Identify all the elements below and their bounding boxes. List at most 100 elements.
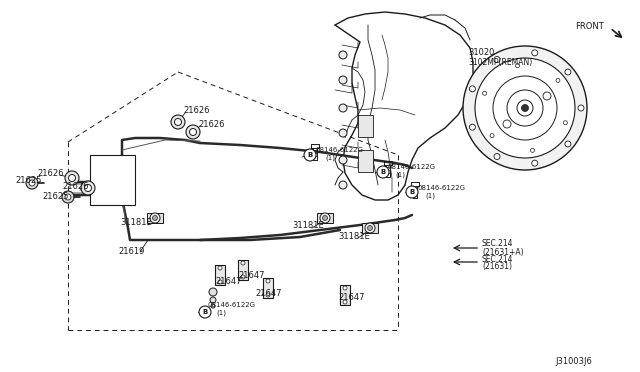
Circle shape bbox=[218, 280, 222, 284]
Text: 31181E: 31181E bbox=[292, 221, 324, 230]
Circle shape bbox=[266, 293, 270, 297]
Circle shape bbox=[543, 92, 551, 100]
Circle shape bbox=[189, 128, 196, 135]
Text: 21626: 21626 bbox=[37, 169, 63, 177]
Circle shape bbox=[463, 46, 587, 170]
Circle shape bbox=[29, 180, 35, 186]
Text: B: B bbox=[202, 309, 207, 315]
Circle shape bbox=[210, 297, 216, 303]
Text: 08146-6122G: 08146-6122G bbox=[388, 164, 436, 170]
Text: 21647: 21647 bbox=[215, 278, 241, 286]
Text: (21631): (21631) bbox=[482, 263, 512, 272]
Circle shape bbox=[494, 154, 500, 160]
Bar bbox=[358, 150, 373, 172]
Circle shape bbox=[218, 266, 222, 270]
Text: 21647: 21647 bbox=[338, 294, 365, 302]
Circle shape bbox=[175, 119, 182, 125]
Circle shape bbox=[209, 288, 217, 296]
Bar bbox=[90, 155, 135, 205]
Circle shape bbox=[522, 105, 529, 112]
Circle shape bbox=[339, 76, 347, 84]
Circle shape bbox=[171, 115, 185, 129]
Circle shape bbox=[475, 58, 575, 158]
Circle shape bbox=[339, 51, 347, 59]
Circle shape bbox=[211, 304, 215, 308]
Circle shape bbox=[241, 261, 245, 265]
Circle shape bbox=[199, 306, 211, 318]
Circle shape bbox=[483, 91, 486, 95]
Bar bbox=[147, 213, 163, 223]
Circle shape bbox=[565, 141, 571, 147]
Circle shape bbox=[150, 213, 160, 223]
Circle shape bbox=[532, 160, 538, 166]
Circle shape bbox=[65, 194, 71, 200]
Text: 21625: 21625 bbox=[42, 192, 68, 201]
Circle shape bbox=[556, 78, 560, 82]
Circle shape bbox=[469, 86, 476, 92]
Bar bbox=[238, 260, 248, 280]
Text: 21625: 21625 bbox=[15, 176, 42, 185]
Text: SEC.214: SEC.214 bbox=[482, 240, 513, 248]
Bar bbox=[317, 213, 333, 223]
Circle shape bbox=[532, 50, 538, 56]
Circle shape bbox=[339, 104, 347, 112]
Text: 31181E: 31181E bbox=[338, 231, 370, 241]
Text: (1): (1) bbox=[325, 155, 335, 161]
Text: (1): (1) bbox=[395, 172, 405, 178]
Circle shape bbox=[323, 215, 328, 221]
Text: 21647: 21647 bbox=[238, 270, 264, 279]
Circle shape bbox=[339, 156, 347, 164]
Bar bbox=[362, 223, 378, 233]
Circle shape bbox=[377, 166, 389, 178]
Text: 21626: 21626 bbox=[62, 182, 88, 190]
Circle shape bbox=[493, 76, 557, 140]
Text: B: B bbox=[380, 169, 386, 175]
Text: 21626: 21626 bbox=[198, 119, 225, 128]
Circle shape bbox=[84, 185, 92, 192]
Circle shape bbox=[367, 225, 372, 231]
Circle shape bbox=[563, 121, 568, 125]
Text: SEC.214: SEC.214 bbox=[482, 254, 513, 263]
Text: B: B bbox=[410, 189, 415, 195]
Circle shape bbox=[343, 300, 347, 304]
Circle shape bbox=[62, 191, 74, 203]
Text: 21626: 21626 bbox=[183, 106, 209, 115]
Bar bbox=[263, 278, 273, 298]
Circle shape bbox=[494, 57, 500, 62]
Text: 08146-6122G: 08146-6122G bbox=[418, 185, 466, 191]
Circle shape bbox=[152, 215, 157, 221]
Circle shape bbox=[531, 148, 534, 153]
Text: 31020: 31020 bbox=[468, 48, 494, 57]
Circle shape bbox=[339, 181, 347, 189]
Circle shape bbox=[65, 171, 79, 185]
Circle shape bbox=[68, 174, 76, 182]
Circle shape bbox=[517, 100, 533, 116]
Circle shape bbox=[516, 64, 520, 68]
Circle shape bbox=[565, 69, 571, 75]
Circle shape bbox=[304, 149, 316, 161]
Circle shape bbox=[365, 223, 375, 233]
Text: FRONT: FRONT bbox=[575, 22, 604, 31]
Circle shape bbox=[241, 275, 245, 279]
Text: (1): (1) bbox=[425, 193, 435, 199]
Text: 21647: 21647 bbox=[255, 289, 282, 298]
Circle shape bbox=[81, 181, 95, 195]
Circle shape bbox=[339, 129, 347, 137]
Circle shape bbox=[320, 213, 330, 223]
Circle shape bbox=[503, 120, 511, 128]
Circle shape bbox=[26, 177, 38, 189]
Text: (21631+A): (21631+A) bbox=[482, 247, 524, 257]
Text: B: B bbox=[307, 152, 312, 158]
Text: (1): (1) bbox=[216, 310, 226, 316]
Circle shape bbox=[343, 286, 347, 290]
Text: 3102MP(REMAN): 3102MP(REMAN) bbox=[468, 58, 532, 67]
Text: 08146-6122G: 08146-6122G bbox=[208, 302, 256, 308]
Circle shape bbox=[266, 279, 270, 283]
Circle shape bbox=[469, 124, 476, 130]
Circle shape bbox=[406, 186, 418, 198]
Text: J31003J6: J31003J6 bbox=[555, 357, 592, 366]
Text: 21619: 21619 bbox=[118, 247, 145, 257]
Bar bbox=[340, 285, 350, 305]
Circle shape bbox=[507, 90, 543, 126]
Circle shape bbox=[490, 134, 494, 138]
